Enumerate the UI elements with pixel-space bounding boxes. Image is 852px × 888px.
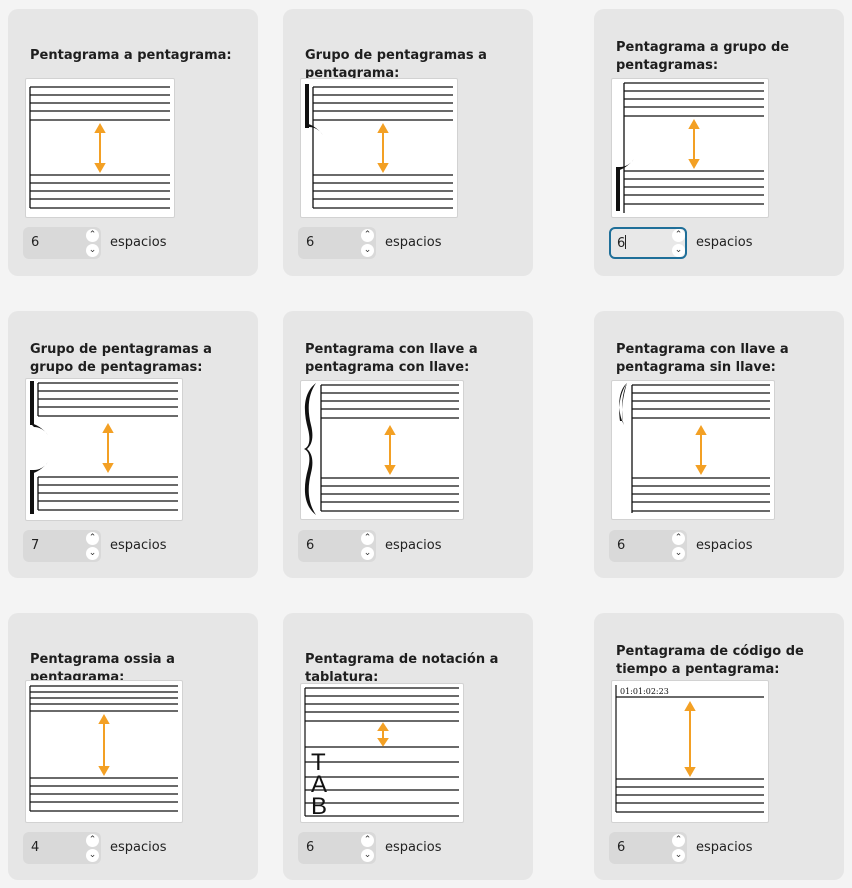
chevron-down-icon[interactable]: ⌄: [361, 547, 374, 560]
stepper-value[interactable]: 6: [617, 538, 626, 553]
unit-label: espacios: [696, 840, 753, 855]
svg-text:T: T: [311, 749, 326, 776]
stepper-value[interactable]: 6: [617, 235, 627, 251]
stepper-value[interactable]: 6: [306, 235, 315, 250]
illustration: [300, 380, 464, 520]
spacing-stepper[interactable]: 7 ⌃ ⌄ espacios: [23, 530, 183, 562]
spacing-stepper[interactable]: 6 ⌃ ⌄ espacios: [23, 227, 183, 259]
spacing-card-staff-to-group: Pentagrama a grupo de pentagramas: 6 ⌃ ⌄…: [594, 9, 844, 276]
illustration: [611, 380, 775, 520]
illustration: [25, 78, 175, 218]
unit-label: espacios: [110, 538, 167, 553]
stepper-value[interactable]: 6: [617, 840, 626, 855]
bracket-icon: [30, 381, 48, 514]
chevron-down-icon[interactable]: ⌄: [672, 244, 685, 257]
illustration: [25, 680, 183, 823]
chevron-down-icon[interactable]: ⌄: [86, 849, 99, 862]
timecode-label: 01:01:02:23: [620, 687, 669, 696]
card-title: Grupo de pentagramas a grupo de pentagra…: [30, 342, 212, 375]
chevron-down-icon[interactable]: ⌄: [86, 244, 99, 257]
spacing-arrow: [688, 118, 700, 170]
card-title: Pentagrama de notación a tablatura:: [305, 652, 499, 685]
card-title: Pentagrama de código de tiempo a pentagr…: [616, 644, 804, 677]
illustration: [300, 78, 458, 218]
chevron-down-icon[interactable]: ⌄: [672, 849, 685, 862]
stepper-value[interactable]: 6: [31, 235, 40, 250]
chevron-down-icon[interactable]: ⌄: [86, 547, 99, 560]
spacing-card-braced-to-unbraced: Pentagrama con llave a pentagrama sin ll…: [594, 311, 844, 578]
illustration: [25, 378, 183, 521]
illustration: T A B: [300, 683, 464, 823]
illustration: 01:01:02:23: [611, 680, 769, 823]
unit-label: espacios: [385, 538, 442, 553]
spacing-card-group-to-staff: Grupo de pentagramas a pentagrama: 6 ⌃ ⌄…: [283, 9, 533, 276]
chevron-down-icon[interactable]: ⌄: [672, 547, 685, 560]
spacing-arrow: [98, 713, 110, 777]
stepper-value[interactable]: 6: [306, 538, 315, 553]
spacing-stepper[interactable]: 6 ⌃ ⌄ espacios: [298, 530, 458, 562]
stepper-value[interactable]: 6: [306, 840, 315, 855]
unit-label: espacios: [110, 840, 167, 855]
chevron-up-icon[interactable]: ⌃: [86, 834, 99, 847]
unit-label: espacios: [110, 235, 167, 250]
chevron-up-icon[interactable]: ⌃: [361, 229, 374, 242]
unit-label: espacios: [696, 538, 753, 553]
unit-label: espacios: [385, 840, 442, 855]
illustration: [611, 78, 769, 218]
chevron-up-icon[interactable]: ⌃: [361, 834, 374, 847]
card-title: Pentagrama a grupo de pentagramas:: [616, 40, 790, 73]
bracket-icon: [616, 159, 634, 211]
spacing-stepper[interactable]: 6 ⌃ ⌄ espacios: [609, 530, 769, 562]
card-title: Grupo de pentagramas a pentagrama:: [305, 48, 487, 81]
spacing-stepper[interactable]: 6 ⌃ ⌄ espacios: [298, 227, 458, 259]
spacing-card-group-to-group: Grupo de pentagramas a grupo de pentagra…: [8, 311, 258, 578]
card-title: Pentagrama con llave a pentagrama sin ll…: [616, 342, 789, 375]
chevron-up-icon[interactable]: ⌃: [86, 229, 99, 242]
spacing-card-ossia-to-staff: Pentagrama ossia a pentagrama: 4 ⌃ ⌄ esp…: [8, 613, 258, 880]
spacing-arrow: [384, 424, 396, 476]
svg-text:A: A: [311, 771, 327, 798]
spacing-stepper[interactable]: 6 ⌃ ⌄ espacios: [609, 832, 769, 864]
chevron-down-icon[interactable]: ⌄: [361, 849, 374, 862]
spacing-arrow: [102, 422, 114, 474]
chevron-down-icon[interactable]: ⌄: [361, 244, 374, 257]
spacing-arrow: [695, 424, 707, 476]
stepper-value[interactable]: 4: [31, 840, 40, 855]
card-title: Pentagrama con llave a pentagrama con ll…: [305, 342, 478, 375]
spacing-arrow: [377, 722, 389, 747]
bracket-icon: [305, 84, 323, 135]
spacing-arrow: [377, 122, 389, 174]
chevron-up-icon[interactable]: ⌃: [86, 532, 99, 545]
spacing-stepper[interactable]: 4 ⌃ ⌄ espacios: [23, 832, 183, 864]
spacing-stepper[interactable]: 6 ⌃ ⌄ espacios: [609, 227, 769, 259]
svg-text:B: B: [311, 793, 327, 820]
stepper-value[interactable]: 7: [31, 538, 40, 553]
brace-icon: [304, 383, 316, 515]
brace-icon: [619, 383, 627, 425]
unit-label: espacios: [385, 235, 442, 250]
card-title: Pentagrama a pentagrama:: [30, 48, 232, 63]
spacing-card-braced-to-braced: Pentagrama con llave a pentagrama con ll…: [283, 311, 533, 578]
chevron-up-icon[interactable]: ⌃: [361, 532, 374, 545]
chevron-up-icon[interactable]: ⌃: [672, 834, 685, 847]
chevron-up-icon[interactable]: ⌃: [672, 229, 685, 242]
spacing-card-timecode-to-staff: Pentagrama de código de tiempo a pentagr…: [594, 613, 844, 880]
unit-label: espacios: [696, 235, 753, 250]
spacing-card-notation-to-tab: Pentagrama de notación a tablatura: T A …: [283, 613, 533, 880]
spacing-card-staff-to-staff: Pentagrama a pentagrama: 6 ⌃ ⌄ espacios: [8, 9, 258, 276]
spacing-arrow: [684, 700, 696, 778]
spacing-arrow: [94, 122, 106, 174]
chevron-up-icon[interactable]: ⌃: [672, 532, 685, 545]
spacing-stepper[interactable]: 6 ⌃ ⌄ espacios: [298, 832, 458, 864]
tab-clef-icon: T A B: [311, 749, 327, 820]
